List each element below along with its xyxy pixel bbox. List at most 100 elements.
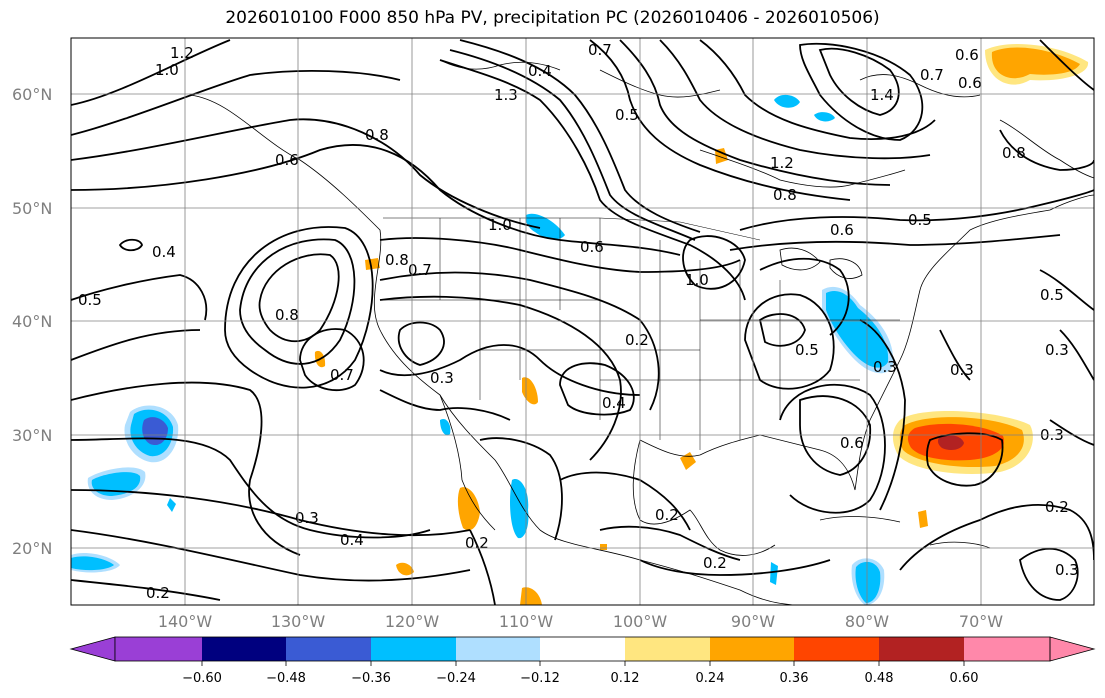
contour-label: 0.2 [625,331,649,349]
colorbar-segment [286,637,371,661]
colorbar-arrow-low [69,636,116,662]
contour-label: 1.0 [155,61,179,79]
precip-positive-area [457,487,480,531]
lon-label: 90°W [731,612,775,631]
contour-label: 1.2 [770,154,794,172]
contour-label: 1.0 [685,271,709,289]
lon-label: 140°W [158,612,213,631]
precip-negative-area [770,562,778,585]
contour-labels: 1.2 1.0 0.7 0.4 1.3 0.5 0.8 0.6 0.6 1.2 … [78,41,1079,602]
graticule [71,38,1094,605]
lon-label: 130°W [271,612,326,631]
precip-negative-area [167,498,176,512]
colorbar-segment [456,637,540,661]
lat-label: 60°N [12,85,52,104]
contour-label: 1.2 [170,44,194,62]
contour-label: 0.8 [773,186,797,204]
precip-positive-area [600,544,607,550]
contour-label: 0.6 [840,434,864,452]
colorbar-segment [879,637,964,661]
plot-area: 1.2 1.0 0.7 0.4 1.3 0.5 0.8 0.6 0.6 1.2 … [71,38,1094,605]
precip-negative-area [774,94,800,108]
contour-label: 0.5 [1040,286,1064,304]
contour-label: 0.6 [958,74,982,92]
latitude-labels: 60°N 50°N 40°N 30°N 20°N [12,85,52,558]
contour-label: 0.5 [78,291,102,309]
contour-label: 0.3 [1045,341,1069,359]
precip-positive-area [918,510,928,528]
precip-negative-area [440,418,451,436]
colorbar-segment [964,637,1050,661]
precip-negative-area [525,213,565,240]
lon-label: 100°W [613,612,668,631]
contour-label: 0.3 [950,361,974,379]
precip-positive-area [396,562,414,576]
map-title: 2026010100 F000 850 hPa PV, precipitatio… [225,8,880,28]
contour-label: 0.4 [152,243,176,261]
contour-label: 0.3 [873,358,897,376]
contour-label: 1.4 [870,86,894,104]
contour-label: 0.8 [385,251,409,269]
contour-label: 0.7 [588,41,612,59]
colorbar-tick: 0.48 [865,671,894,686]
contour-label: 0.6 [830,221,854,239]
colorbar-arrow-high [1049,636,1096,662]
contour-label: 1.0 [488,216,512,234]
colorbar-tick: 0.36 [780,671,809,686]
colorbar-tick: −0.60 [182,671,222,686]
contour-label: 0.8 [365,126,389,144]
lat-label: 40°N [12,312,52,331]
contour-label: 0.6 [955,46,979,64]
contour-label: 0.4 [528,62,552,80]
contour-label: 0.8 [275,306,299,324]
contour-label: 0.3 [430,369,454,387]
longitude-labels: 140°W 130°W 120°W 110°W 100°W 90°W 80°W … [158,612,1003,631]
lon-label: 120°W [385,612,440,631]
colorbar-segment [202,637,286,661]
lon-label: 80°W [845,612,889,631]
precip-positive-area [520,587,542,605]
colorbar-segment [710,637,794,661]
lat-label: 20°N [12,539,52,558]
contour-label: 0.2 [1045,498,1069,516]
contour-label: 0.7 [920,66,944,84]
contour-label: 0.2 [703,554,727,572]
precip-negative-area [71,556,114,571]
plot-frame [70,37,1095,606]
colorbar-segment [115,637,202,661]
colorbar-tick: −0.36 [351,671,391,686]
colorbar-segment [625,637,710,661]
precip-positive-area [937,434,964,451]
colorbar-segment [540,637,625,661]
contour-label: 0.4 [602,394,626,412]
lat-label: 50°N [12,199,52,218]
colorbar-tick: 0.24 [696,671,725,686]
contour-label: 0.6 [580,238,604,256]
contour-label: 0.5 [615,106,639,124]
contour-label: 0.3 [1055,561,1079,579]
lon-label: 110°W [499,612,554,631]
contour-label: 1.3 [494,86,518,104]
colorbar: −0.60 −0.48 −0.36 −0.24 −0.12 0.12 0.24 … [69,636,1096,686]
colorbar-segment [794,637,879,661]
contour-label: 0.2 [146,584,170,602]
contour-label: 0.5 [795,341,819,359]
lon-label: 70°W [959,612,1003,631]
coastlines [189,59,1094,605]
precip-positive-area [365,258,380,270]
precip-negative-area [814,112,835,122]
colorbar-tick: 0.12 [611,671,640,686]
colorbar-segment [371,637,456,661]
contour-label: 0.7 [408,261,432,279]
precip-negative-area [826,290,889,368]
contour-label: 0.4 [340,531,364,549]
contour-label: 0.3 [295,509,319,527]
contour-label: 0.6 [275,151,299,169]
precip-negative-area [855,561,881,603]
lat-label: 30°N [12,426,52,445]
colorbar-tick: −0.12 [520,671,560,686]
contour-label: 0.8 [1002,144,1026,162]
contour-label: 0.7 [330,366,354,384]
pv-contours [71,39,1094,605]
